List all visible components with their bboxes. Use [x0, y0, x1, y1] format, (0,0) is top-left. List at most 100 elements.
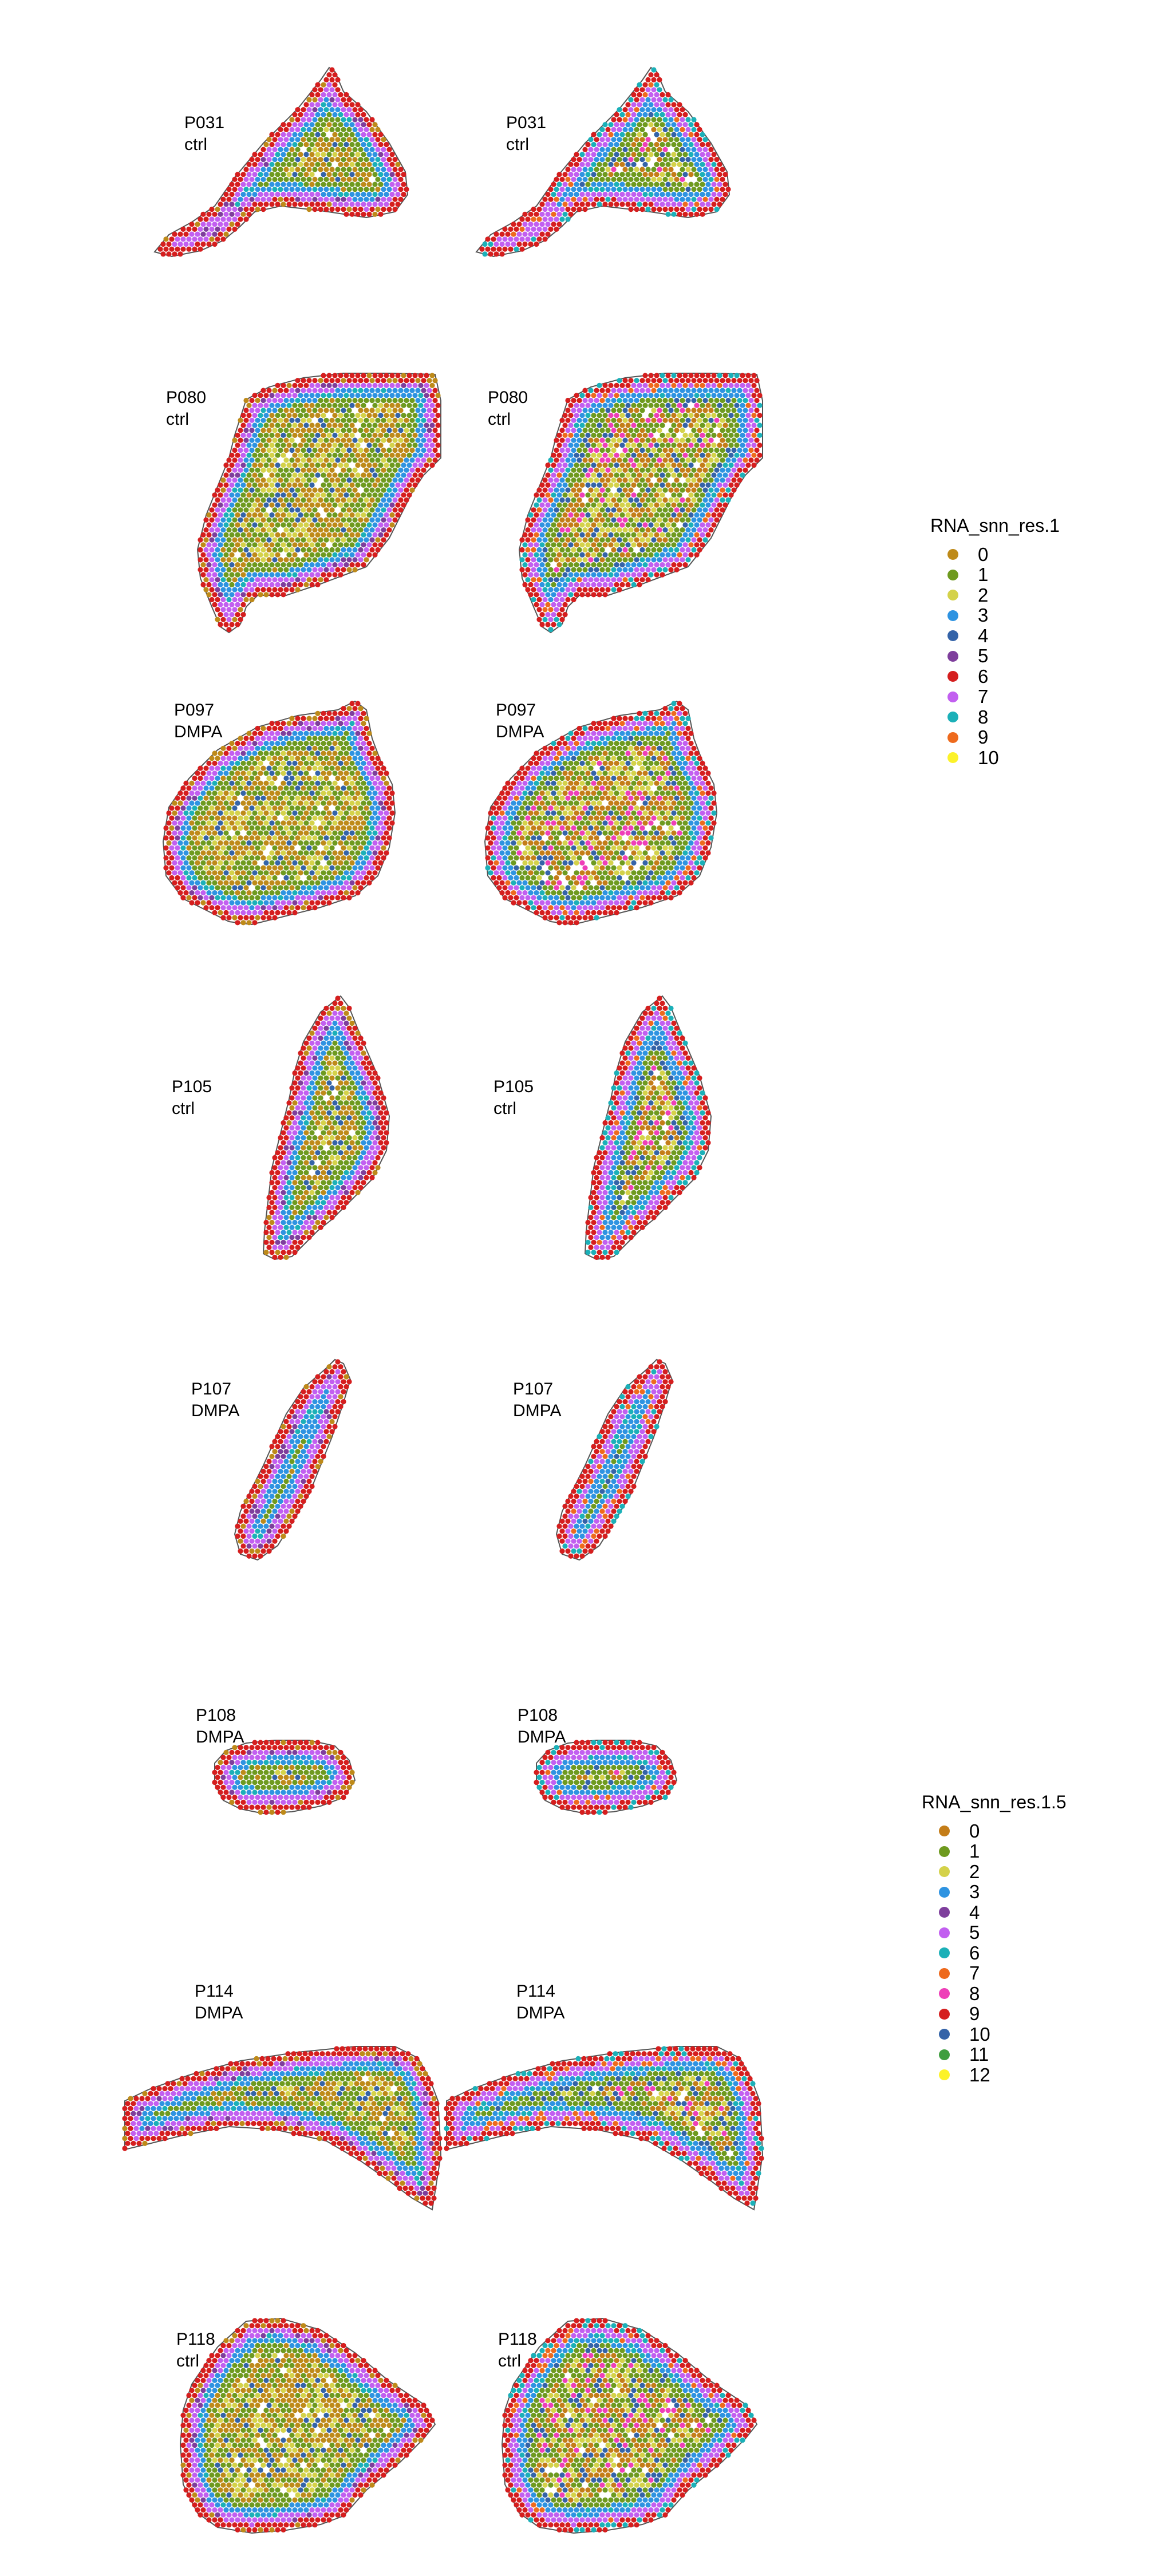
spot [249, 517, 254, 523]
spot [685, 477, 690, 483]
spot [665, 522, 670, 527]
spot [714, 197, 719, 202]
spot [258, 152, 263, 157]
spot [286, 383, 291, 388]
spot [654, 172, 659, 177]
spot [648, 542, 653, 547]
spot [240, 562, 246, 567]
spot [531, 587, 536, 592]
spot [734, 453, 739, 458]
spot [323, 766, 329, 771]
spot [249, 448, 254, 453]
spot [625, 503, 630, 508]
spot [378, 453, 383, 458]
spot [281, 512, 286, 517]
spot [754, 388, 759, 393]
spot [585, 532, 590, 538]
spot [591, 162, 596, 167]
spot [346, 157, 352, 162]
spot [172, 242, 177, 247]
spot [309, 572, 314, 577]
spot [286, 503, 291, 508]
spot [389, 820, 394, 825]
spot [278, 796, 283, 801]
spot [203, 766, 208, 771]
spot [415, 438, 420, 443]
spot [579, 522, 585, 527]
spot [292, 840, 297, 846]
spot [705, 142, 710, 147]
spot [349, 152, 354, 157]
spot [401, 433, 406, 438]
spot [349, 453, 354, 458]
spot [677, 182, 682, 187]
spot [375, 816, 380, 821]
spot [534, 212, 539, 217]
spot [668, 557, 673, 562]
spot [660, 552, 665, 558]
spot [260, 497, 266, 503]
spot [223, 463, 228, 468]
spot [568, 463, 573, 468]
spot [559, 488, 564, 493]
spot [332, 522, 337, 527]
spot [303, 383, 309, 388]
spot [378, 373, 383, 378]
spot [628, 557, 633, 562]
spot [301, 796, 306, 801]
spot [323, 77, 329, 82]
spot [323, 177, 329, 182]
spot [361, 562, 366, 567]
spot [332, 542, 337, 547]
spot [312, 438, 317, 443]
spot [372, 182, 377, 187]
spot [637, 572, 642, 577]
spot [352, 538, 357, 543]
spot [639, 418, 645, 423]
spot [209, 756, 214, 761]
spot [404, 378, 409, 383]
spot [366, 172, 372, 177]
spot [309, 811, 314, 816]
spot [275, 721, 280, 726]
spot [229, 222, 234, 227]
spot [349, 172, 354, 177]
spot [602, 132, 607, 137]
spot [702, 378, 708, 383]
spot [218, 202, 223, 207]
spot [303, 442, 309, 448]
spot [534, 602, 539, 607]
spot [323, 756, 329, 761]
spot [355, 442, 360, 448]
spot [599, 538, 605, 543]
spot [597, 433, 602, 438]
spot [668, 378, 673, 383]
spot [303, 142, 309, 147]
spot [539, 512, 544, 517]
spot [335, 107, 340, 112]
spot [599, 547, 605, 552]
spot [588, 547, 593, 552]
spot [386, 825, 392, 831]
spot [662, 388, 668, 393]
spot [585, 202, 590, 207]
spot [717, 422, 722, 428]
spot [332, 492, 337, 497]
spot [386, 207, 392, 212]
spot [361, 403, 366, 408]
spot [634, 107, 639, 112]
spot [275, 741, 280, 746]
spot [645, 77, 650, 82]
spot [375, 785, 380, 791]
spot [166, 840, 171, 846]
spot [258, 512, 263, 517]
spot [654, 552, 659, 558]
spot [375, 825, 380, 831]
spot [642, 182, 647, 187]
spot [429, 383, 435, 388]
spot [343, 771, 349, 776]
spot [203, 236, 208, 242]
spot [343, 542, 349, 547]
spot [303, 122, 309, 127]
